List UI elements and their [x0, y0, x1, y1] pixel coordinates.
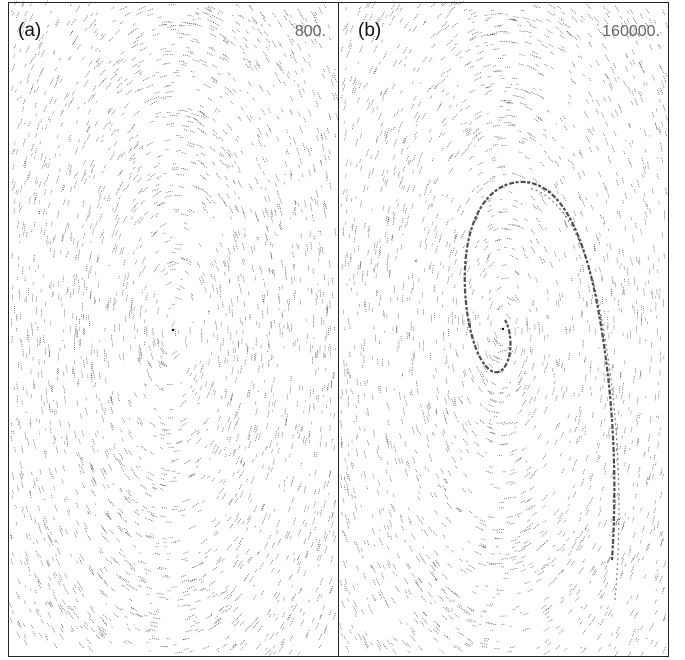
spiral-front-edge	[527, 187, 620, 601]
panel-label: (b)	[358, 20, 381, 41]
step-label: 160000.	[602, 23, 660, 40]
streaks-panel-b	[339, 0, 669, 658]
streaks	[8, 0, 339, 656]
panel-label: (a)	[18, 20, 41, 41]
step-label: 800.	[295, 23, 326, 40]
spiral-front	[463, 180, 616, 561]
streaks-panel-a	[8, 0, 339, 656]
vortex-center	[501, 327, 505, 331]
vortex-center	[171, 328, 175, 332]
streaks	[339, 0, 669, 658]
